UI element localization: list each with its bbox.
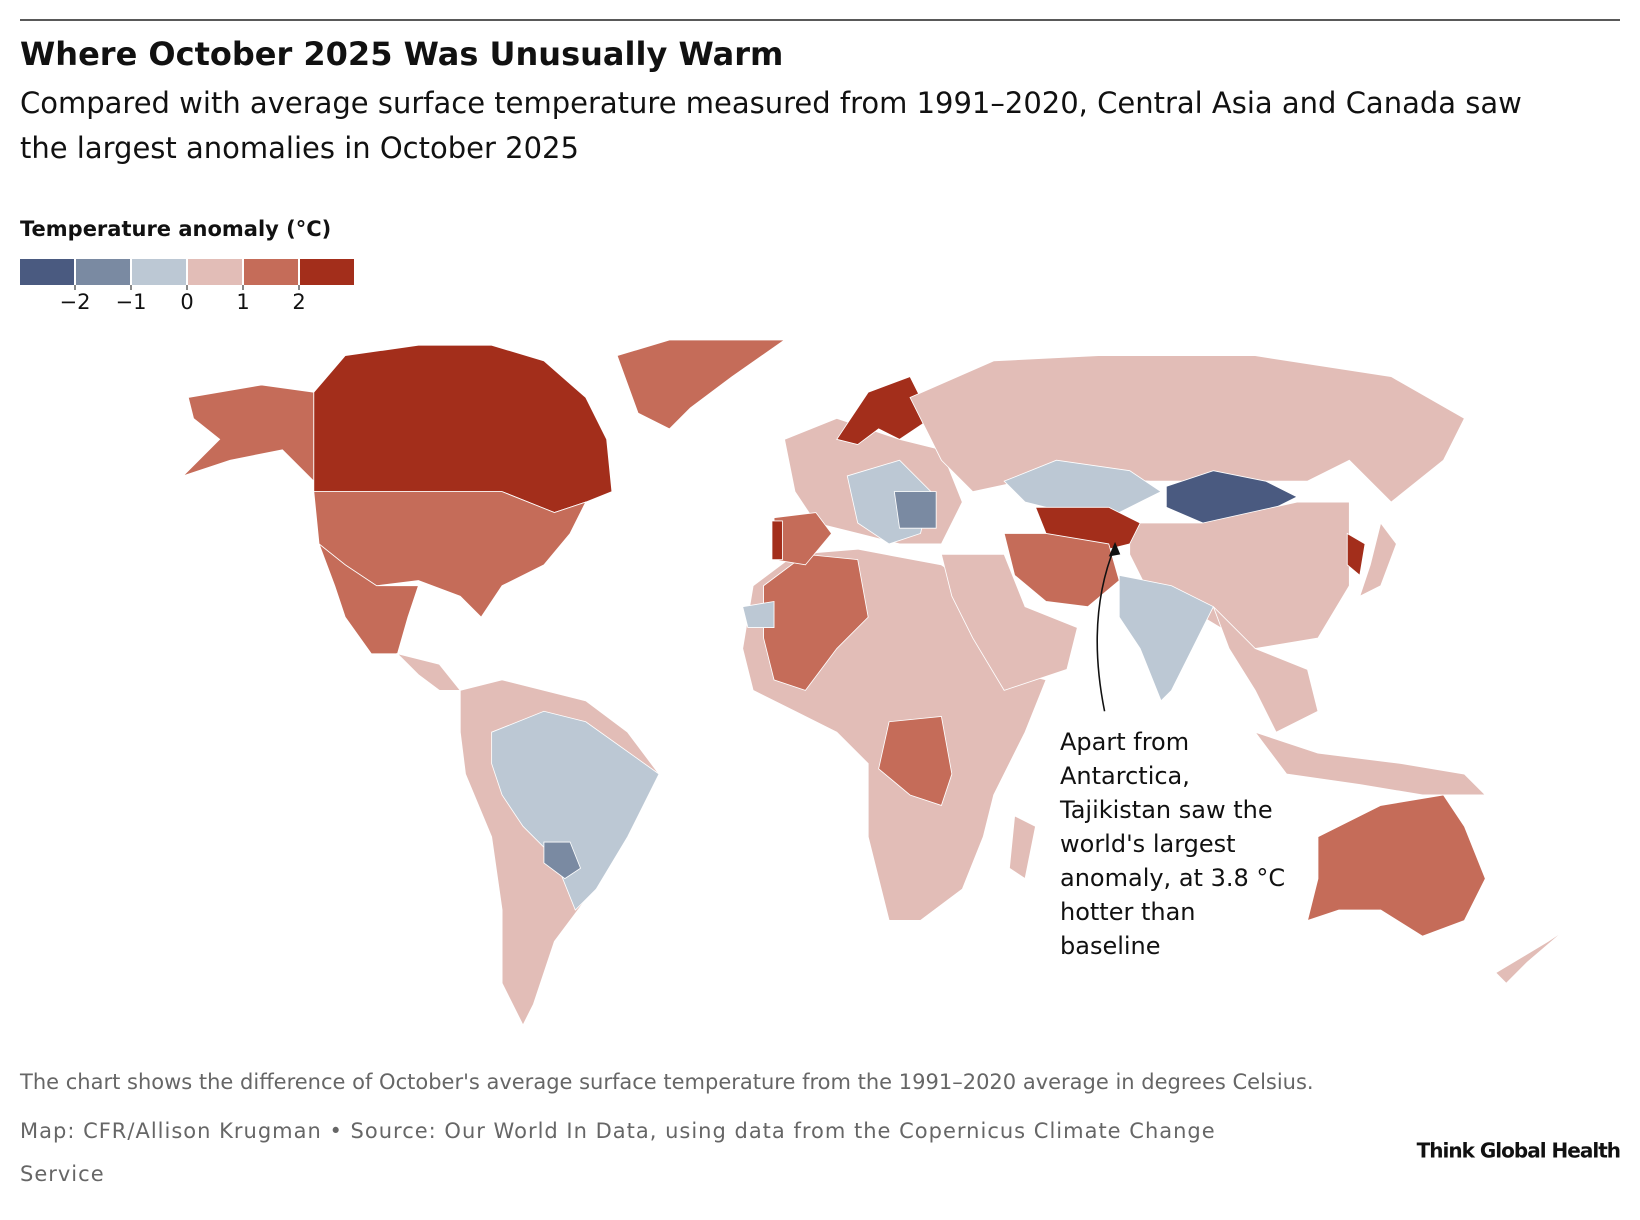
subtitle: Compared with average surface temperatur… [20, 86, 1522, 120]
region [893, 491, 937, 529]
region [1003, 459, 1162, 513]
note: The chart shows the difference of Octobe… [19, 1070, 1314, 1094]
legend-swatch [300, 259, 354, 285]
region [878, 716, 953, 806]
subtitle: the largest anomalies in October 2025 [20, 131, 579, 165]
legend-swatch [132, 259, 186, 285]
legend-swatch [20, 259, 74, 285]
annotation-line: Tajikistan saw the [1059, 796, 1273, 824]
region [318, 542, 419, 655]
region [940, 553, 1078, 691]
legend-tick-label: 2 [292, 290, 305, 314]
region [1359, 522, 1397, 598]
legend-tick-label: −1 [116, 290, 147, 314]
region [1346, 532, 1366, 577]
region [1118, 574, 1214, 702]
legend-swatch [188, 259, 242, 285]
legend-tick-label: 1 [236, 290, 249, 314]
region [1306, 794, 1486, 937]
region [1254, 731, 1487, 796]
brand: Think Global Health [1417, 1139, 1620, 1163]
region [763, 553, 869, 691]
annotation: Apart from Antarctica, Tajikistan saw the w… [1059, 728, 1285, 960]
arrow-head [1108, 541, 1121, 557]
legend-tick-label: 0 [180, 290, 193, 314]
region [836, 376, 932, 446]
region [313, 344, 613, 513]
region [742, 600, 775, 629]
annotation-line: anomaly, at 3.8 °C [1060, 864, 1285, 892]
region [1008, 815, 1037, 880]
region [771, 520, 783, 561]
source: Map: CFR/Allison Krugman • Source: Our W… [20, 1119, 1216, 1143]
annotation-line: Apart from [1060, 728, 1189, 756]
legend-swatch [244, 259, 298, 285]
region [1003, 533, 1120, 608]
region [1212, 606, 1319, 733]
legend-swatch [76, 259, 130, 285]
region [616, 339, 786, 430]
region [1495, 930, 1565, 984]
legend: −2 −1 0 1 2 [20, 259, 354, 314]
annotation-line: world's largest [1060, 830, 1236, 858]
legend-title: Temperature anomaly (°C) [20, 217, 331, 241]
region [543, 841, 582, 880]
annotation-line: baseline [1060, 932, 1161, 960]
annotation-line: Antarctica, [1060, 762, 1190, 790]
legend-tick-label: −2 [60, 290, 91, 314]
annotation-line: hotter than [1060, 898, 1196, 926]
source: Service [20, 1162, 105, 1186]
region [396, 652, 462, 691]
chart-title: Where October 2025 Was Unusually Warm [20, 35, 783, 73]
region [182, 384, 315, 483]
annotation-arrow [1096, 545, 1116, 712]
region [491, 710, 660, 911]
map [182, 339, 1565, 1027]
